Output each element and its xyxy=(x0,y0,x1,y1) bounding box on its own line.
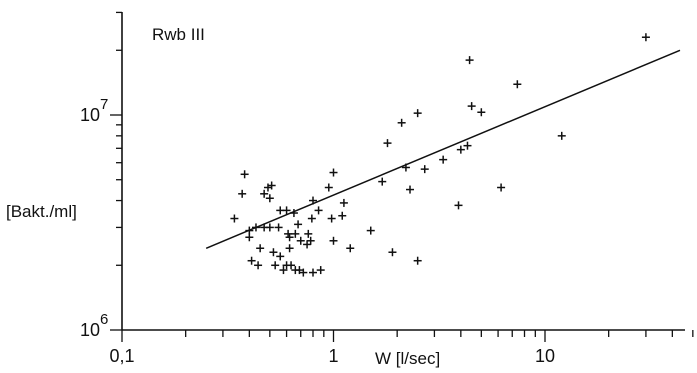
y-tick-label: 106 xyxy=(80,311,108,340)
data-point xyxy=(388,248,397,257)
data-point xyxy=(247,256,256,265)
data-point xyxy=(240,170,249,179)
data-point xyxy=(513,80,522,89)
data-point xyxy=(309,268,318,277)
data-point xyxy=(285,244,294,253)
data-points xyxy=(230,33,650,277)
axis-ticks xyxy=(110,11,694,342)
data-point xyxy=(276,252,285,261)
data-point xyxy=(291,229,300,238)
data-point xyxy=(338,211,347,220)
data-point xyxy=(329,236,338,245)
data-point xyxy=(420,165,429,174)
data-point xyxy=(406,185,415,194)
data-point xyxy=(306,236,315,245)
data-point xyxy=(324,183,333,192)
data-point xyxy=(477,108,486,117)
data-point xyxy=(265,194,274,203)
data-point xyxy=(378,177,387,186)
data-point xyxy=(274,223,283,232)
data-point xyxy=(285,233,294,242)
data-point xyxy=(230,214,239,223)
data-point xyxy=(279,266,288,275)
x-tick-label: 1 xyxy=(328,346,338,366)
data-point xyxy=(454,201,463,210)
x-tick-label: 0,1 xyxy=(109,346,134,366)
data-point xyxy=(316,266,325,275)
data-point xyxy=(282,206,291,215)
data-point xyxy=(256,244,265,253)
y-tick-label: 107 xyxy=(80,96,108,125)
data-point xyxy=(467,102,476,111)
data-point xyxy=(296,236,305,245)
data-point xyxy=(269,248,278,257)
data-point xyxy=(383,139,392,148)
data-point xyxy=(294,220,303,229)
data-point xyxy=(456,145,465,154)
data-point xyxy=(397,118,406,127)
data-point xyxy=(265,223,274,232)
data-point xyxy=(304,229,313,238)
data-point xyxy=(339,198,348,207)
data-point xyxy=(238,189,247,198)
data-point xyxy=(267,181,276,190)
data-point xyxy=(497,183,506,192)
data-point xyxy=(366,226,375,235)
data-point xyxy=(346,244,355,253)
data-point xyxy=(463,141,472,150)
data-point xyxy=(413,256,422,265)
data-point xyxy=(287,261,296,270)
data-point xyxy=(303,240,312,249)
data-point xyxy=(314,206,323,215)
y-axis-label: [Bakt./ml] xyxy=(6,202,77,221)
chart-title: Rwb III xyxy=(152,25,205,44)
data-point xyxy=(271,261,280,270)
data-point xyxy=(254,261,263,270)
data-point xyxy=(327,214,336,223)
data-point xyxy=(299,268,308,277)
x-tick-label: 10 xyxy=(535,346,555,366)
data-point xyxy=(329,168,338,177)
data-point xyxy=(245,233,254,242)
axes xyxy=(121,12,685,331)
data-point xyxy=(465,56,474,65)
data-point xyxy=(307,214,316,223)
data-point xyxy=(413,109,422,118)
data-point xyxy=(641,33,650,42)
x-axis-label: W [l/sec] xyxy=(375,349,440,368)
tick-labels: 0,1 1 10 106 107 xyxy=(80,96,555,366)
data-point xyxy=(260,189,269,198)
data-point xyxy=(439,155,448,164)
regression-line xyxy=(205,49,681,249)
data-point xyxy=(263,183,272,192)
data-point xyxy=(557,131,566,140)
